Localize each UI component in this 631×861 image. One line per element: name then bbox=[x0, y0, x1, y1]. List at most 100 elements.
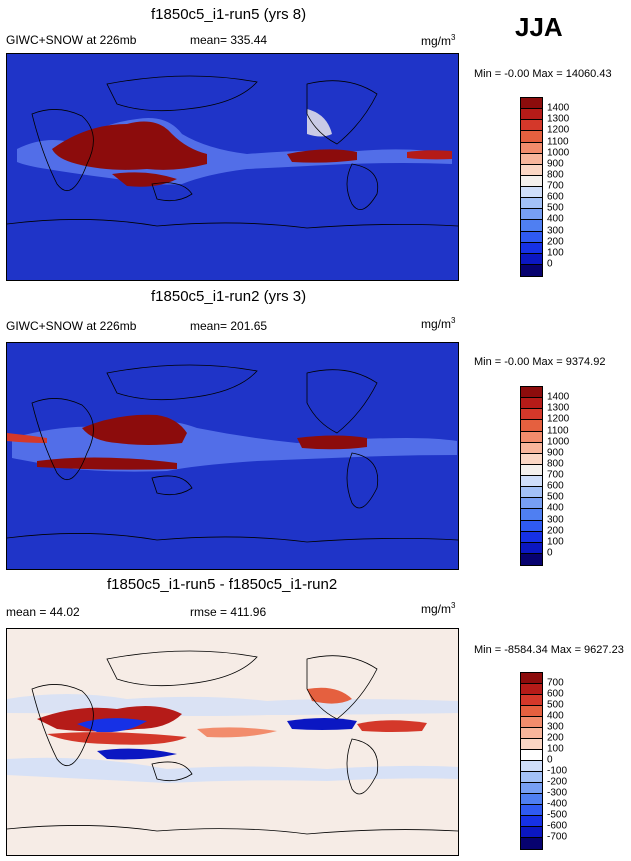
colorbar-tick-label: 400 bbox=[547, 710, 564, 722]
colorbar-tick-label: 800 bbox=[547, 458, 564, 470]
colorbar-tick-label: 1100 bbox=[547, 425, 569, 437]
colorbar-swatch bbox=[521, 131, 542, 143]
colorbar-labels-difference: 700 600 500 400 300 200 100 0 -100 -200 … bbox=[547, 672, 587, 848]
map-field-difference bbox=[7, 650, 458, 835]
colorbar-swatch bbox=[521, 398, 542, 410]
colorbar-difference bbox=[520, 672, 543, 850]
colorbar-labels-run2: 1400 1300 1200 1100 1000 900 800 700 600… bbox=[547, 386, 587, 564]
panel-title: f1850c5_i1-run5 - f1850c5_i1-run2 bbox=[107, 576, 338, 593]
colorbar-swatch bbox=[521, 673, 542, 684]
variable-label: GIWC+SNOW at 226mb bbox=[6, 33, 137, 47]
colorbar-tick-label: -600 bbox=[547, 820, 568, 832]
colorbar-swatch bbox=[521, 198, 542, 210]
colorbar-tick-label: 0 bbox=[547, 547, 553, 559]
colorbar-swatch bbox=[521, 476, 542, 488]
colorbar-swatch bbox=[521, 509, 542, 521]
colorbar-swatch bbox=[521, 761, 542, 772]
colorbar-swatch bbox=[521, 838, 542, 849]
colorbar-tick-label: 200 bbox=[547, 236, 564, 248]
colorbar-tick-label: 700 bbox=[547, 677, 564, 689]
colorbar-tick-label: 400 bbox=[547, 213, 564, 225]
colorbar-tick-label: 300 bbox=[547, 225, 564, 237]
colorbar-swatch bbox=[521, 120, 542, 132]
colorbar-tick-label: 300 bbox=[547, 721, 564, 733]
colorbar-tick-label: 1000 bbox=[547, 436, 570, 448]
colorbar-tick-label: 700 bbox=[547, 469, 564, 481]
colorbar-tick-label: 900 bbox=[547, 158, 564, 170]
colorbar-swatch bbox=[521, 553, 542, 565]
colorbar-swatch bbox=[521, 264, 542, 276]
colorbar-tick-label: 800 bbox=[547, 169, 564, 181]
colorbar-tick-label: 100 bbox=[547, 247, 564, 259]
minmax-label: Min = -8584.34 Max = 9627.23 bbox=[474, 644, 624, 656]
units-label: mg/m3 bbox=[421, 33, 456, 48]
colorbar-tick-label: 1300 bbox=[547, 402, 570, 414]
minmax-label: Min = -0.00 Max = 9374.92 bbox=[474, 356, 606, 368]
mean-label: mean= 335.44 bbox=[190, 33, 268, 47]
colorbar-tick-label: -700 bbox=[547, 831, 568, 843]
colorbar-swatch bbox=[521, 684, 542, 695]
colorbar-tick-label: 1300 bbox=[547, 113, 570, 125]
colorbar-swatch bbox=[521, 387, 542, 399]
colorbar-swatch bbox=[521, 187, 542, 199]
colorbar-swatch bbox=[521, 728, 542, 739]
colorbar-tick-label: 500 bbox=[547, 202, 564, 214]
colorbar-tick-label: 0 bbox=[547, 258, 553, 270]
colorbar-run5 bbox=[520, 97, 543, 277]
colorbar-swatch bbox=[521, 827, 542, 838]
colorbar-labels-run5: 1400 1300 1200 1100 1000 900 800 700 600… bbox=[547, 97, 587, 275]
colorbar-swatch bbox=[521, 717, 542, 728]
season-label: JJA bbox=[515, 12, 563, 42]
colorbar-tick-label: 300 bbox=[547, 514, 564, 526]
colorbar-swatch bbox=[521, 220, 542, 232]
colorbar-tick-label: 1400 bbox=[547, 391, 570, 403]
colorbar-swatch bbox=[521, 164, 542, 176]
colorbar-tick-label: 200 bbox=[547, 525, 564, 537]
colorbar-swatch bbox=[521, 531, 542, 543]
mean-label: mean = 44.02 bbox=[6, 605, 80, 619]
colorbar-swatch bbox=[521, 242, 542, 254]
colorbar-tick-label: 500 bbox=[547, 699, 564, 711]
map-run5 bbox=[6, 53, 459, 281]
colorbar-tick-label: 1000 bbox=[547, 147, 570, 159]
map-difference bbox=[6, 628, 459, 856]
map-field-run5 bbox=[7, 75, 458, 229]
colorbar-swatch bbox=[521, 409, 542, 421]
colorbar-tick-label: 100 bbox=[547, 536, 564, 548]
colorbar-tick-label: 700 bbox=[547, 180, 564, 192]
colorbar-swatch bbox=[521, 253, 542, 265]
units-label: mg/m3 bbox=[421, 316, 456, 331]
colorbar-swatch bbox=[521, 695, 542, 706]
mean-label: mean= 201.65 bbox=[190, 319, 268, 333]
minmax-label: Min = -0.00 Max = 14060.43 bbox=[474, 68, 612, 80]
colorbar-tick-label: -300 bbox=[547, 787, 568, 799]
colorbar-tick-label: 600 bbox=[547, 191, 564, 203]
colorbar-swatch bbox=[521, 420, 542, 432]
variable-label: GIWC+SNOW at 226mb bbox=[6, 319, 137, 333]
rmse-label: rmse = 411.96 bbox=[190, 605, 267, 619]
colorbar-tick-label: -200 bbox=[547, 776, 568, 788]
colorbar-tick-label: 1200 bbox=[547, 413, 570, 425]
colorbar-swatch bbox=[521, 464, 542, 476]
colorbar-tick-label: -500 bbox=[547, 809, 568, 821]
colorbar-swatch bbox=[521, 153, 542, 165]
units-label: mg/m3 bbox=[421, 601, 456, 616]
colorbar-tick-label: 500 bbox=[547, 491, 564, 503]
colorbar-swatch bbox=[521, 772, 542, 783]
colorbar-tick-label: 900 bbox=[547, 447, 564, 459]
colorbar-tick-label: 1100 bbox=[547, 136, 569, 148]
colorbar-swatch bbox=[521, 794, 542, 805]
panel-title: f1850c5_i1-run2 (yrs 3) bbox=[151, 288, 307, 305]
colorbar-swatch bbox=[521, 498, 542, 510]
map-run2 bbox=[6, 342, 459, 570]
colorbar-tick-label: 600 bbox=[547, 688, 564, 700]
colorbar-tick-label: 1400 bbox=[547, 102, 570, 114]
colorbar-tick-label: 400 bbox=[547, 502, 564, 514]
colorbar-swatch bbox=[521, 783, 542, 794]
colorbar-swatch bbox=[521, 231, 542, 243]
colorbar-tick-label: 100 bbox=[547, 743, 564, 755]
colorbar-swatch bbox=[521, 805, 542, 816]
colorbar-run2 bbox=[520, 386, 543, 566]
colorbar-swatch bbox=[521, 453, 542, 465]
colorbar-swatch bbox=[521, 739, 542, 750]
